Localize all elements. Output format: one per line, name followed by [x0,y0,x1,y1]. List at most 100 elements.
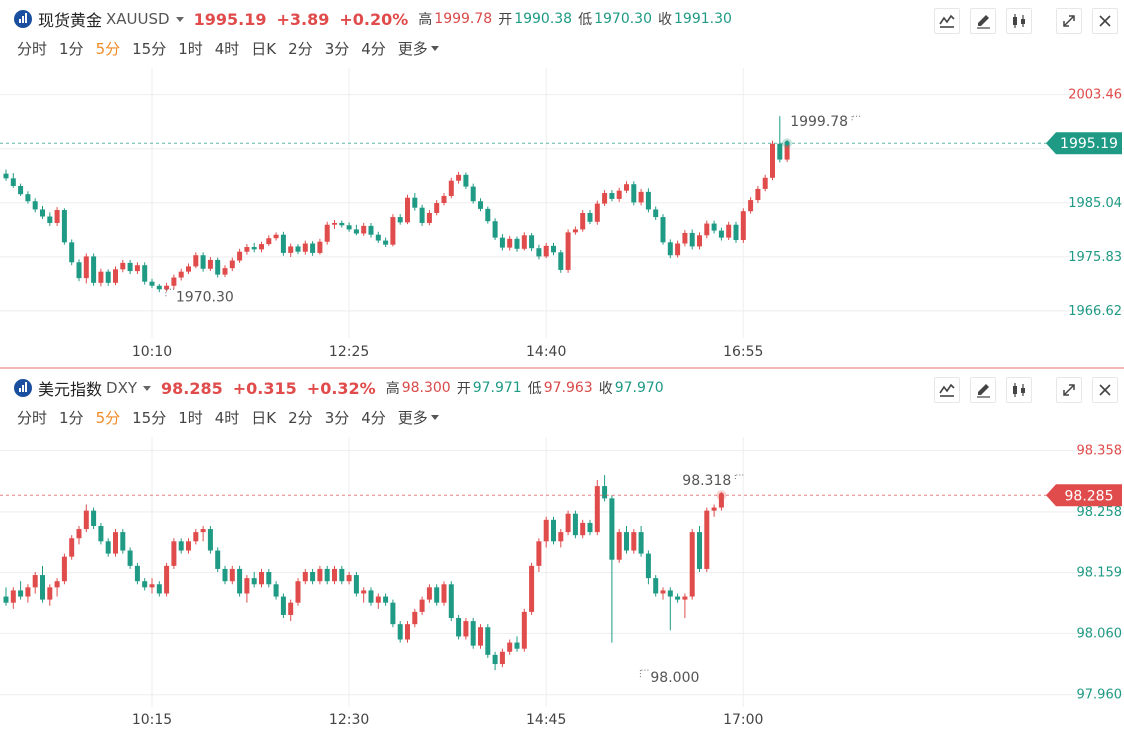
symbol-dropdown-icon[interactable] [143,385,152,391]
candle-body [310,243,316,253]
candle [426,584,432,603]
candle [572,510,578,539]
candle-body [704,223,710,236]
candle [156,284,162,293]
candle [186,263,191,275]
chart-toolbar [924,377,1118,403]
symbol-dropdown-icon[interactable] [175,16,184,22]
candle [353,224,359,236]
candle [40,565,45,603]
candle [733,221,739,243]
candle-body [485,627,491,655]
candle [536,244,542,260]
period-tab[interactable]: 4时 [214,409,240,427]
instrument-symbol[interactable]: XAUUSD [106,10,170,28]
candle-body [631,184,637,203]
candle-body [215,550,221,569]
period-tab[interactable]: 3分 [324,409,350,427]
high-value: 98.300 [401,380,451,396]
candle [558,529,564,548]
candle [207,257,213,272]
period-tab[interactable]: 1分 [59,409,84,427]
candle-body [463,621,469,637]
expand-icon[interactable] [1056,377,1082,403]
low-label: 低 [527,381,542,397]
candle-body [156,285,162,290]
candle-body [193,532,199,542]
dxy-candlestick-chart[interactable]: 98.358 98.258 98.159 98.060 97.960 10:15 12:30… [0,369,1124,732]
candle-body [288,246,294,253]
candle [302,568,308,585]
candle-body [280,234,286,253]
candle-body [47,587,53,600]
candle-body [368,590,374,603]
period-tab[interactable]: 4分 [361,409,386,427]
period-tab[interactable]: 4时 [214,40,240,58]
period-tab[interactable]: 2分 [288,409,313,427]
period-tab[interactable]: 分时 [17,409,48,427]
candle [215,547,221,572]
candle [638,188,644,206]
candle [171,274,177,290]
candlestick-icon[interactable] [1006,8,1032,34]
more-periods-button[interactable]: 更多 [398,407,439,428]
candle [353,572,359,597]
candle [448,177,454,199]
candle [105,538,111,557]
candle-body [10,590,16,603]
close-icon[interactable] [1092,8,1118,34]
candle [229,257,235,272]
period-tab[interactable]: 1分 [59,40,84,58]
period-tab[interactable]: 4分 [361,40,386,58]
expand-icon[interactable] [1056,8,1082,34]
candlestick-icon[interactable] [1006,377,1032,403]
period-tab[interactable]: 15分 [132,409,167,427]
candle-body [244,247,250,252]
price-change-pct: +0.20% [339,9,409,29]
pencil-icon[interactable] [970,8,996,34]
period-tab[interactable]: 15分 [132,40,167,58]
candle-body [332,222,337,225]
period-tab[interactable]: 日K [251,40,277,58]
instrument-symbol[interactable]: DXY [106,379,138,397]
period-tab[interactable]: 1时 [178,409,203,427]
period-tab[interactable]: 5分 [95,409,121,427]
period-tab[interactable]: 日K [251,409,277,427]
candle-body [302,572,308,582]
candle [434,584,440,606]
candle-body [324,568,330,582]
candle [543,516,549,548]
period-tab[interactable]: 分时 [17,40,48,58]
candle-body [733,224,739,240]
open-value: 97.971 [472,380,522,396]
close-icon[interactable] [1092,377,1118,403]
candle-body [718,495,724,508]
candle [113,529,118,557]
period-tab[interactable]: 1时 [178,40,203,58]
candle [740,208,746,243]
candle-body [507,238,513,248]
period-tab[interactable]: 5分 [95,40,121,58]
candle [441,193,447,206]
candle [660,587,666,600]
candle-body [580,522,586,536]
more-periods-button[interactable]: 更多 [398,38,439,59]
line-chart-icon[interactable] [934,377,960,403]
pencil-icon[interactable] [970,377,996,403]
low-value: 1970.30 [594,11,652,27]
candle [98,268,104,287]
candle [390,214,396,247]
candle-body [149,281,155,286]
chart-logo-icon [14,379,32,397]
y-tick-label: 98.060 [1077,626,1123,641]
gold-candlestick-chart[interactable]: 2003.461994.251985.041975.831966.6210:10… [0,0,1124,368]
candle-body [383,240,389,245]
candle [317,238,323,255]
candle [470,183,476,204]
candle-body [383,596,389,603]
candle [645,188,651,213]
line-chart-icon[interactable] [934,8,960,34]
candle-body [645,191,651,210]
period-tab[interactable]: 2分 [288,40,313,58]
period-tab[interactable]: 3分 [324,40,350,58]
